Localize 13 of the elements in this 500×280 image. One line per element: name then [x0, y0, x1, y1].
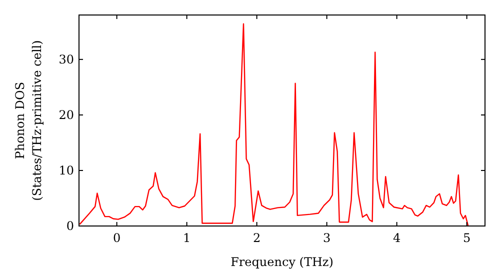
y-tick-label: 30 — [58, 52, 74, 67]
y-tick-label: 10 — [58, 164, 74, 178]
y-axis-title: Phonon DOS (States/THz·primitive cell) — [13, 40, 44, 201]
x-tick-label: 4 — [392, 231, 401, 245]
x-tick-label: 1 — [182, 231, 191, 245]
x-tick-label: 5 — [462, 231, 471, 245]
y-tick-label: 0 — [66, 219, 74, 234]
x-axis-title: Frequency (THz) — [230, 255, 334, 269]
x-tick-label: 3 — [322, 231, 331, 245]
x-tick-label: 2 — [252, 231, 261, 245]
x-tick-label: 0 — [112, 231, 121, 245]
y-tick-label: 20 — [58, 108, 74, 122]
line-series — [79, 23, 469, 227]
